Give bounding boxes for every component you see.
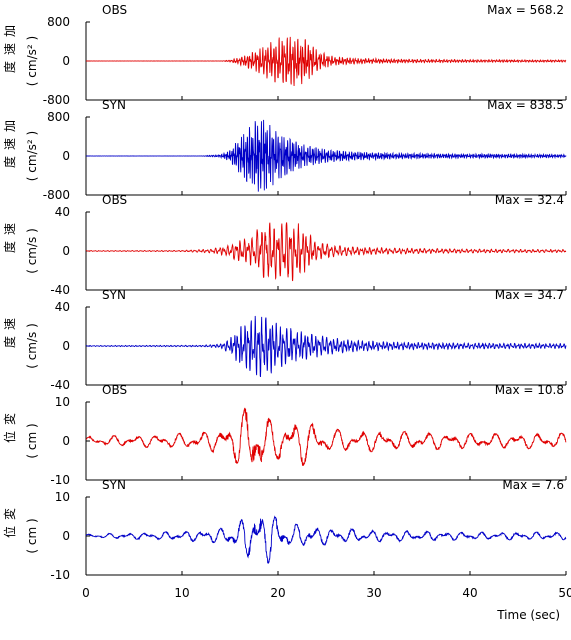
- x-tick-label: 50: [558, 586, 571, 600]
- waveform-trace: [85, 119, 567, 192]
- y-tick-label: 10: [55, 395, 70, 409]
- y-axis-label-char: 速: [3, 138, 17, 150]
- y-axis-unit-label: ( cm ): [25, 518, 39, 553]
- y-tick-label: -800: [43, 188, 70, 202]
- waveform-trace: [85, 36, 567, 86]
- max-label: Max = 568.2: [487, 3, 564, 17]
- trace-tag: SYN: [102, 98, 126, 112]
- panel-6: 10 0 -10 変位 ( cm ) SYN Max = 7.6: [2, 478, 567, 582]
- max-label: Max = 7.6: [502, 478, 564, 492]
- waveform-trace: [85, 515, 567, 564]
- y-tick-label: 40: [55, 300, 70, 314]
- trace-tag: SYN: [102, 478, 126, 492]
- y-axis-label-char: 速: [3, 43, 17, 55]
- panel-4: 40 0 -40 速度 ( cm/s ) SYN Max = 34.7: [2, 288, 567, 392]
- y-tick-label: 10: [55, 490, 70, 504]
- y-axis-label-char: 速: [3, 223, 17, 235]
- y-tick-label: -800: [43, 93, 70, 107]
- y-axis-label-char: 度: [2, 61, 17, 73]
- y-tick-label: 0: [62, 339, 70, 353]
- y-tick-label: -40: [50, 378, 70, 392]
- max-label: Max = 10.8: [495, 383, 564, 397]
- max-label: Max = 34.7: [495, 288, 564, 302]
- y-axis-label-char: 変: [2, 413, 17, 425]
- y-axis-label-char: 位: [2, 431, 17, 443]
- y-tick-label: 0: [62, 54, 70, 68]
- y-tick-label: -40: [50, 283, 70, 297]
- y-axis-unit-label: ( cm/s ): [25, 228, 39, 274]
- panel-2: 800 0 -800 加速度 ( cm/s² ) SYN Max = 838.5: [2, 98, 567, 202]
- y-axis-unit-label: ( cm/s ): [25, 323, 39, 369]
- x-tick-label: 40: [462, 586, 477, 600]
- panel-3: 40 0 -40 速度 ( cm/s ) OBS Max = 32.4: [2, 193, 567, 297]
- trace-tag: OBS: [102, 193, 127, 207]
- x-tick-label: 30: [366, 586, 381, 600]
- trace-tag: OBS: [102, 383, 127, 397]
- y-axis-label-char: 度: [2, 156, 17, 168]
- y-axis-unit-label: ( cm/s² ): [25, 36, 39, 86]
- y-tick-label: 40: [55, 205, 70, 219]
- y-axis-label-char: 速: [3, 318, 17, 330]
- y-tick-label: 0: [62, 529, 70, 543]
- y-axis-label-char: 度: [2, 241, 17, 253]
- y-tick-label: 800: [47, 15, 70, 29]
- max-label: Max = 838.5: [487, 98, 564, 112]
- y-axis-label-char: 加: [3, 25, 17, 37]
- waveform-trace: [85, 222, 567, 282]
- y-tick-label: -10: [50, 568, 70, 582]
- x-tick-label: 20: [270, 586, 285, 600]
- y-axis-label-char: 変: [2, 508, 17, 520]
- y-tick-label: 0: [62, 434, 70, 448]
- x-tick-label: 0: [82, 586, 90, 600]
- x-axis-label: Time (sec): [496, 608, 560, 622]
- y-tick-label: 0: [62, 244, 70, 258]
- y-axis-label-char: 度: [2, 336, 17, 348]
- y-axis-unit-label: ( cm ): [25, 423, 39, 458]
- y-tick-label: 0: [62, 149, 70, 163]
- y-axis-label-char: 位: [2, 526, 17, 538]
- max-label: Max = 32.4: [495, 193, 564, 207]
- panel-1: 800 0 -800 加速度 ( cm/s² ) OBS Max = 568.2: [2, 3, 567, 107]
- y-axis-unit-label: ( cm/s² ): [25, 131, 39, 181]
- trace-tag: SYN: [102, 288, 126, 302]
- waveform-trace: [85, 315, 567, 378]
- trace-tag: OBS: [102, 3, 127, 17]
- y-axis-label-char: 加: [3, 120, 17, 132]
- y-tick-label: 800: [47, 110, 70, 124]
- x-tick-label: 10: [174, 586, 189, 600]
- panel-5: 10 0 -10 変位 ( cm ) OBS Max = 10.8: [2, 383, 567, 487]
- waveform-trace: [85, 407, 567, 466]
- y-tick-label: -10: [50, 473, 70, 487]
